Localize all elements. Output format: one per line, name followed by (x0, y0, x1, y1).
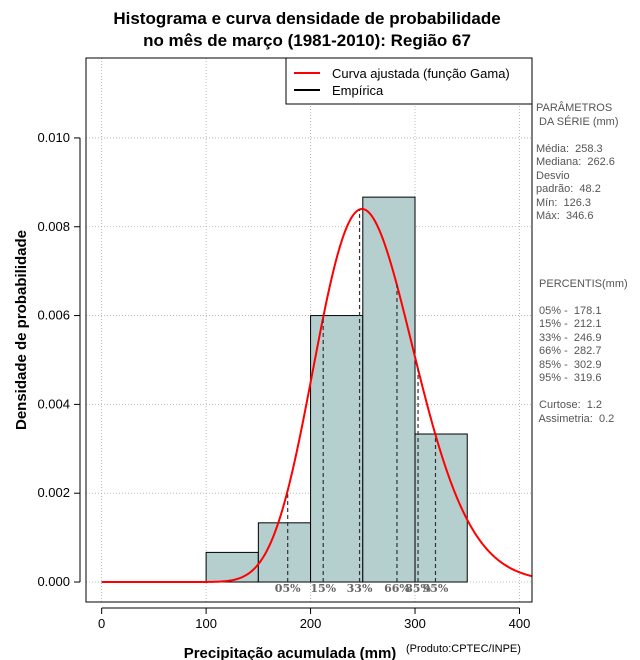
params-title-2: DA SÉRIE (mm) (536, 115, 619, 128)
stat-p66: 66% - 282.7 (536, 345, 602, 357)
histogram-bar (414, 433, 468, 583)
percentile-label-95: 95% (423, 582, 449, 595)
histogram-bar (205, 551, 259, 583)
params-title-1: PARÂMETROS (536, 102, 613, 114)
legend-curve-label: Curva ajustada (função Gama) (332, 66, 510, 81)
y-tick-label: 0.004 (37, 396, 70, 411)
percentile-label-85: 85% (405, 582, 431, 595)
fitted-curve-layer (101, 207, 533, 584)
chart-title-line-2: no mês de março (1981-2010): Região 67 (143, 31, 471, 50)
percentile-markers: 05% 15% 33% 66%85%95% (275, 209, 449, 595)
x-axis-title: Precipitação acumulada (mm) (184, 645, 397, 660)
series-stats-panel: PARÂMETROS DA SÉRIE (mm) Média: 258.3 Me… (536, 102, 640, 426)
stat-median: Mediana: 262.6 (536, 156, 615, 168)
x-tick-label: 400 (509, 616, 531, 631)
percentile-label-05: 05% (275, 582, 301, 595)
percentis-title: PERCENTIS(mm) (536, 277, 628, 290)
stat-kurtosis: Curtose: 1.2 (536, 399, 603, 411)
stat-p05: 05% - 178.1 (536, 304, 602, 317)
stat-p95: 95% - 319.6 (536, 372, 602, 384)
fitted-gamma-curve (101, 207, 533, 584)
percentile-label-15: 15% (310, 582, 336, 595)
stat-sd-label: Desvio (536, 169, 570, 182)
y-tick-label: 0.008 (37, 219, 70, 234)
chart-title-line-1: Histograma e curva densidade de probabil… (113, 9, 500, 28)
percentile-label-66: 66% (384, 582, 410, 595)
stat-p85: 85% - 302.9 (536, 358, 602, 371)
percentile-label-33: 33% (347, 582, 373, 595)
stat-p15: 15% - 212.1 (536, 318, 602, 330)
y-tick-label: 0.006 (37, 308, 70, 323)
legend-box (285, 57, 533, 105)
stat-min: Mín: 126.3 (536, 196, 592, 209)
y-tick-label: 0.002 (37, 485, 70, 500)
legend: Curva ajustada (função Gama) Empírica (285, 57, 533, 105)
y-tick-label: 0.010 (37, 130, 70, 145)
stat-max: Máx: 346.6 (536, 210, 594, 222)
histogram-bar (310, 315, 364, 583)
stat-p33: 33% - 246.9 (536, 331, 602, 344)
x-tick-label: 100 (195, 616, 217, 631)
stat-skewness: Assimetria: 0.2 (536, 412, 615, 425)
product-credit: (Produto:CPTEC/INPE) (406, 643, 521, 655)
stat-sd-value: padrão: 48.2 (536, 183, 601, 195)
stat-mean: Média: 258.3 (536, 142, 603, 155)
axes: 0 100 200 300 400 0.000 0.002 0.004 0.006 0.008 0.… (37, 130, 530, 631)
legend-empirical-label: Empírica (332, 83, 384, 98)
x-tick-label: 0 (98, 616, 105, 631)
y-tick-label: 0.000 (37, 574, 70, 589)
x-tick-label: 300 (404, 616, 426, 631)
histogram-bar (362, 196, 416, 583)
histogram-bars (205, 196, 468, 583)
x-tick-label: 200 (300, 616, 322, 631)
y-axis-title: Densidade de probabilidade (13, 230, 30, 430)
